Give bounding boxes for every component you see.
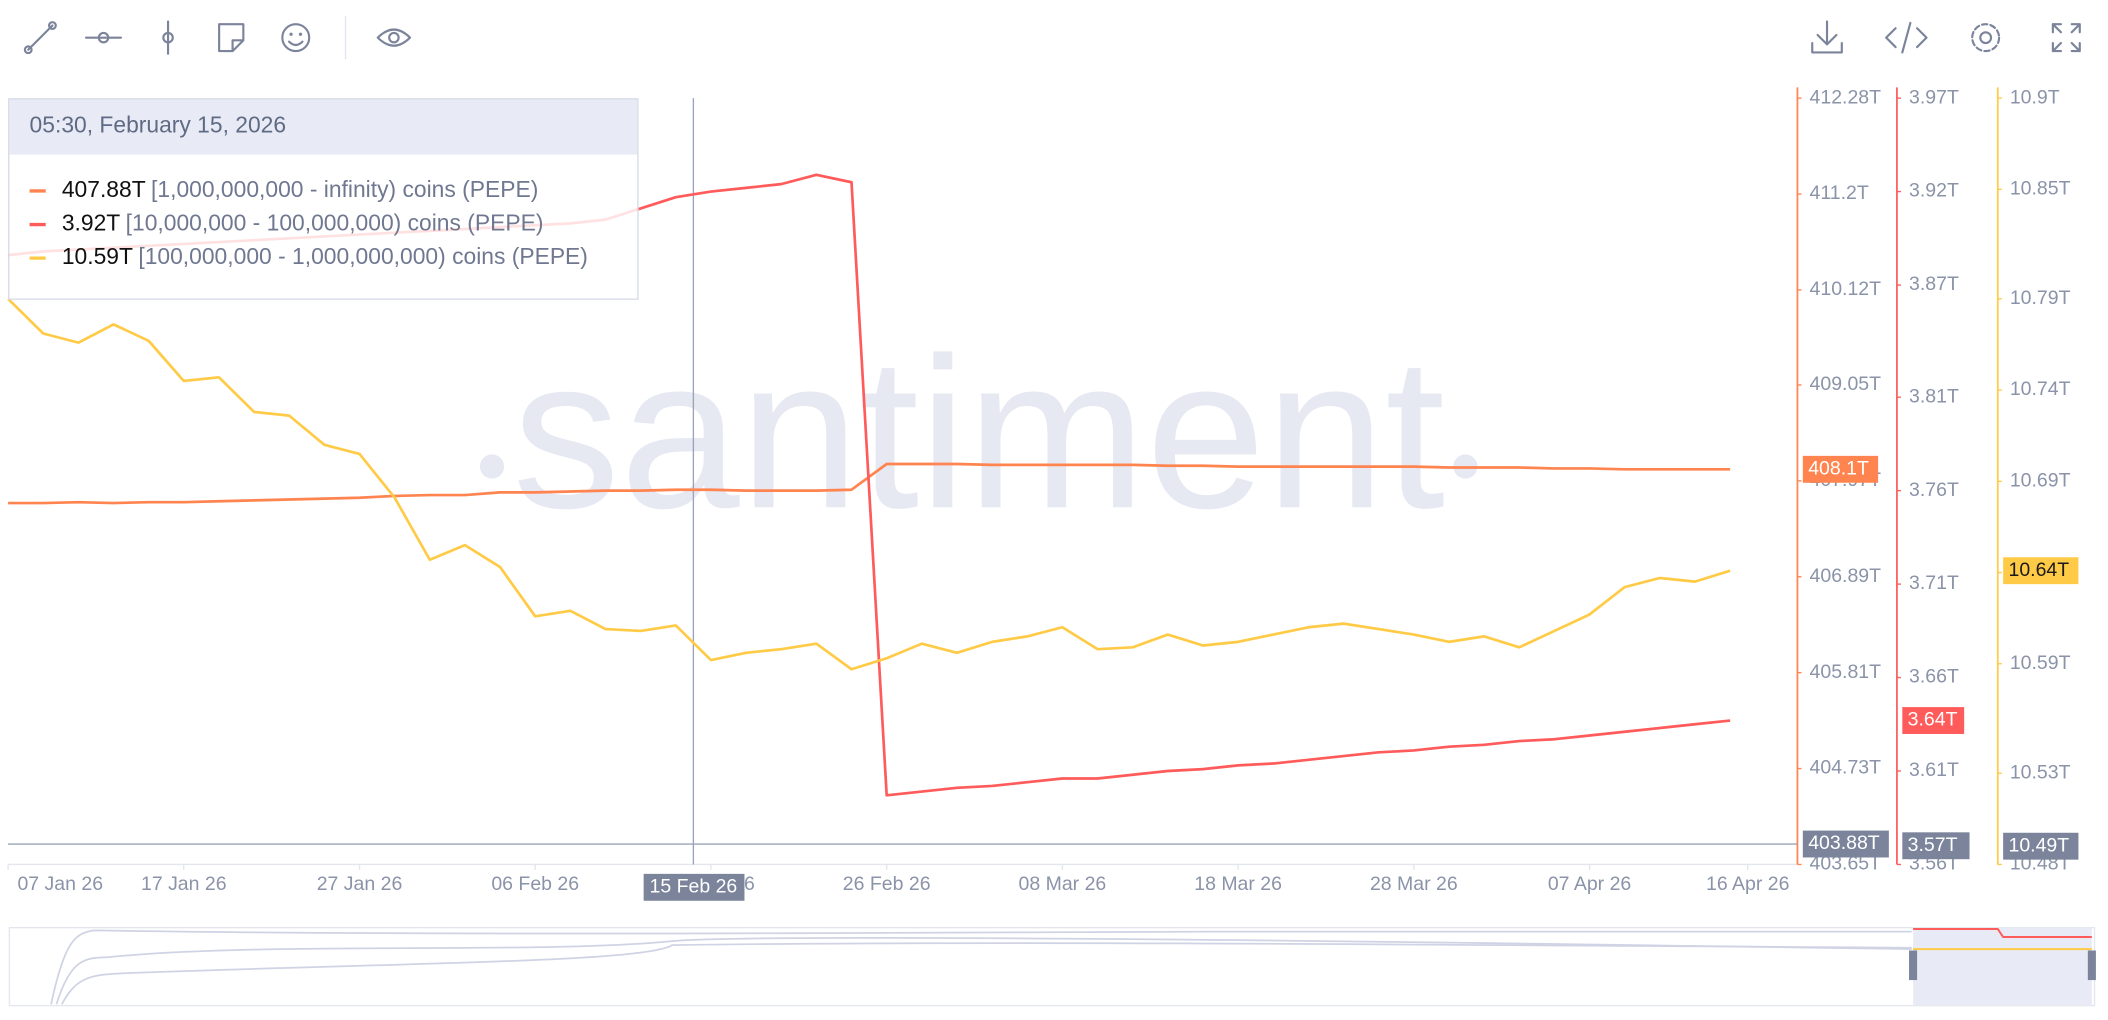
tooltip-value: 3.92T	[62, 210, 120, 236]
navigator-line	[1913, 927, 2092, 939]
crosshair-value-label: 403.88T	[1808, 832, 1880, 854]
y-tick-label: 10.53T	[2010, 761, 2071, 783]
navigator-line	[61, 942, 1912, 1005]
crosshair-value-label: 3.57T	[1908, 834, 1958, 856]
watermark-dot	[479, 454, 505, 479]
legend-entry: [1,000,000,000 - infinity) coins (PEPE)	[151, 176, 538, 202]
x-tick-label: 16 Apr 26	[1706, 873, 1789, 895]
navigator-handle[interactable]	[1909, 950, 1918, 981]
y-tick-label: 3.76T	[1909, 479, 1959, 501]
y-tick-label: 404.73T	[1810, 757, 1882, 779]
tooltip-value: 407.88T	[62, 176, 146, 202]
crosshair-date-label: 15 Feb 26	[650, 875, 738, 897]
download-button[interactable]	[1811, 20, 1843, 54]
x-tick-label: 17 Jan 26	[141, 873, 227, 895]
navigator-selection[interactable]	[1913, 927, 2092, 1006]
x-tick-label: 07 Apr 26	[1548, 873, 1631, 895]
navigator-line	[55, 936, 1912, 1005]
y-tick-label: 10.74T	[2010, 378, 2071, 400]
tooltip-value: 10.59T	[62, 243, 133, 269]
tooltip-row: 3.92T [10,000,000 - 100,000,000) coins (P…	[62, 210, 544, 236]
x-tick-label: 08 Mar 26	[1019, 873, 1107, 895]
tooltip-row: 407.88T [1,000,000,000 - infinity) coins …	[62, 176, 538, 202]
tooltip-row: 10.59T [100,000,000 - 1,000,000,000) coin…	[62, 243, 588, 269]
last-value-label: 408.1T	[1808, 457, 1869, 479]
y-tick-label: 10.85T	[2010, 178, 2071, 200]
navigator-line	[50, 929, 1912, 1005]
y-tick-label: 3.66T	[1909, 666, 1959, 688]
tooltip-title: 05:30, February 15, 2026	[30, 111, 287, 137]
x-tick-label: 06 Feb 26	[491, 873, 579, 895]
y-tick-label: 10.69T	[2010, 469, 2071, 491]
crosshair-value-badge	[1902, 832, 1970, 860]
y-tick-label: 3.92T	[1909, 180, 1959, 202]
navigator	[8, 926, 2096, 1007]
x-tick-label: 28 Mar 26	[1370, 873, 1458, 895]
visibility-toggle[interactable]	[376, 28, 412, 47]
y-tick-label: 3.61T	[1909, 759, 1959, 781]
last-value-badge	[2003, 557, 2079, 585]
y-tick-label: 10.79T	[2010, 287, 2071, 309]
x-tick-label: 18 Mar 26	[1194, 873, 1282, 895]
legend-entry: [10,000,000 - 100,000,000) coins (PEPE)	[126, 210, 544, 236]
y-tick-label: 403.65T	[1810, 853, 1882, 875]
crosshair-value-badge	[2003, 832, 2079, 860]
embed-button[interactable]	[1885, 21, 1928, 54]
y-tick-label: 406.89T	[1810, 565, 1882, 587]
note-tool[interactable]	[218, 23, 245, 53]
toolbar	[23, 16, 2081, 60]
y-tick-label: 3.81T	[1909, 385, 1959, 407]
horizontal-line-tool[interactable]	[84, 31, 123, 44]
x-tick-label: 26 Feb 26	[843, 873, 931, 895]
vertical-line-tool[interactable]	[162, 20, 174, 55]
y-tick-label: 3.97T	[1909, 86, 1959, 108]
last-value-label: 3.64T	[1908, 709, 1958, 731]
crosshair-value-label: 10.49T	[2009, 834, 2070, 856]
y-tick-label: 405.81T	[1810, 661, 1882, 683]
last-value-label: 10.64T	[2009, 559, 2070, 581]
crosshair-date-badge	[643, 873, 745, 901]
watermark: santiment	[479, 312, 1478, 553]
x-tick-label: 07 Jan 26	[17, 873, 103, 895]
x-tick-label: 27 Jan 26	[317, 873, 403, 895]
y-tick-label: 3.87T	[1909, 273, 1959, 295]
last-value-badge	[1802, 455, 1879, 483]
y-tick-label: 3.71T	[1909, 572, 1959, 594]
emoji-tool[interactable]	[281, 23, 311, 53]
trend-line-tool[interactable]	[23, 21, 57, 55]
tooltip: 05:30, February 15, 2026 407.88T [1,000,00…	[8, 98, 639, 300]
y-tick-label: 10.9T	[2010, 86, 2060, 108]
y-tick-label: 409.05T	[1810, 373, 1882, 395]
y-tick-label: 410.12T	[1810, 278, 1882, 300]
navigator-handle[interactable]	[2087, 950, 2096, 981]
last-value-badge	[1902, 707, 1965, 734]
legend-entry: [100,000,000 - 1,000,000,000) coins (PEP…	[138, 243, 588, 269]
settings-button[interactable]	[1971, 23, 2001, 53]
y-tick-label: 412.28T	[1810, 86, 1882, 108]
crosshair-value-badge	[1802, 830, 1889, 858]
y-tick-label: 10.59T	[2010, 652, 2071, 674]
series-line	[7, 297, 1731, 671]
fullscreen-button[interactable]	[2051, 23, 2081, 53]
tooltip-header	[9, 99, 638, 155]
y-tick-label: 411.2T	[1810, 182, 1869, 204]
watermark-text: santiment	[512, 312, 1445, 553]
